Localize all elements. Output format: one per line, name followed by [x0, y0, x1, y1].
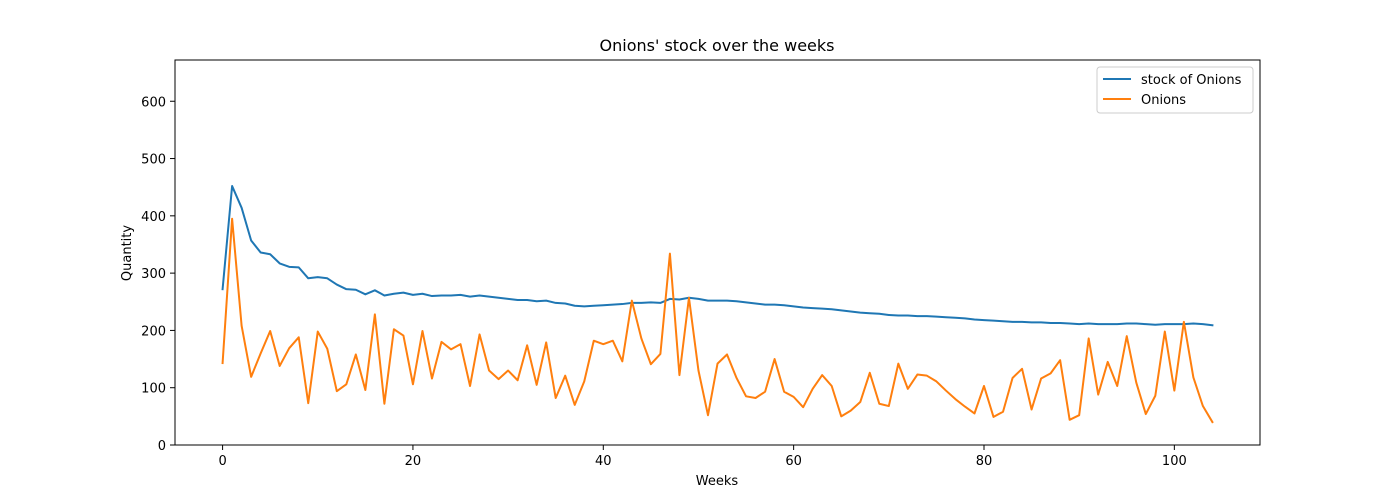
y-tick-label: 600: [141, 95, 166, 110]
x-tick-label: 60: [785, 454, 802, 469]
legend-label-1: Onions: [1141, 93, 1186, 108]
series-line-0: [221, 185, 1214, 327]
chart-title: Onions' stock over the weeks: [600, 36, 835, 55]
y-tick-label: 200: [141, 324, 166, 339]
legend: stock of Onions Onions: [1096, 66, 1254, 114]
x-tick-label: 0: [218, 454, 226, 469]
x-tick-label: 40: [595, 454, 612, 469]
x-axis-label: Weeks: [696, 474, 739, 489]
y-tick-label: 300: [141, 267, 166, 282]
y-tick-label: 400: [141, 210, 166, 225]
y-tick-label: 100: [141, 382, 166, 397]
x-tick-label: 100: [1162, 454, 1187, 469]
legend-label-0: stock of Onions: [1141, 73, 1242, 88]
y-tick-label: 0: [158, 439, 166, 454]
legend-box: [1096, 66, 1254, 114]
series-line-1: [221, 217, 1214, 424]
y-axis-label: Quantity: [120, 225, 135, 281]
plot-area: 0 20 40 60 80 100 0 100 200 300 400 500 600: [141, 59, 1261, 469]
x-tick-label: 20: [405, 454, 422, 469]
plot-frame: [174, 59, 1261, 446]
y-tick-label: 500: [141, 153, 166, 168]
x-tick-label: 80: [976, 454, 993, 469]
